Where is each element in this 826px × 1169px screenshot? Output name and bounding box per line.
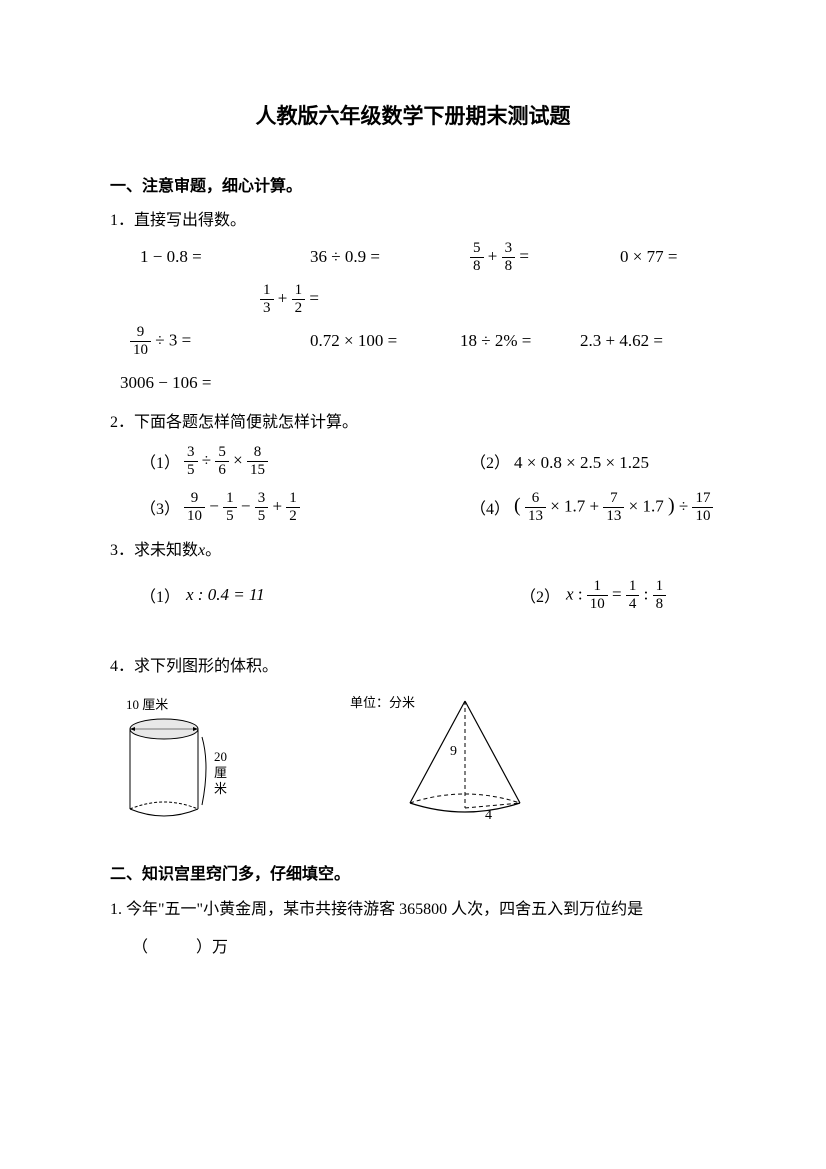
eq-1-1: 1 − 0.8 =: [140, 247, 310, 267]
svg-text:厘: 厘: [214, 765, 227, 780]
eq-row-4: 3006 − 106 =: [120, 366, 716, 400]
s2-q1-line2: （ ）万: [132, 932, 716, 964]
cone-svg: 单位：分米 9 4: [350, 695, 550, 825]
eq-1-4: 0 × 77 =: [620, 247, 677, 267]
q2-row-2: （3） 910 − 15 − 35 + 12 （4） ( 613 × 1.7 +…: [140, 490, 716, 524]
section-2-header: 二、知识宫里窍门多，仔细填空。: [110, 860, 716, 884]
eq-1-6: 910 ÷ 3 =: [130, 325, 310, 358]
q2-row-1: （1） 35 ÷ 56 × 815 （2） 4 × 0.8 × 2.5 × 1.…: [140, 444, 716, 478]
q3-eq-1: （1） x : 0.4 = 11: [140, 583, 520, 607]
eq-1-3: 58 + 38 =: [470, 241, 620, 274]
svg-text:单位：分米: 单位：分米: [350, 695, 415, 710]
eq-1-8: 18 ÷ 2% =: [460, 331, 580, 351]
svg-text:20: 20: [214, 749, 227, 764]
q3-label: 3．求未知数x。: [110, 536, 716, 560]
eq-1-10: 3006 − 106 =: [120, 373, 211, 393]
eq-row-1: 1 − 0.8 = 36 ÷ 0.9 = 58 + 38 = 0 × 77 =: [140, 240, 716, 274]
q1-label: 1．直接写出得数。: [110, 206, 716, 230]
page-title: 人教版六年级数学下册期末测试题: [110, 100, 716, 130]
eq-1-2: 36 ÷ 0.9 =: [310, 247, 470, 267]
eq-1-5: 13 + 12 =: [260, 283, 319, 316]
q4-label: 4．求下列图形的体积。: [110, 652, 716, 676]
cylinder-diameter-label: 10 厘米: [126, 694, 250, 713]
cylinder-svg: 20 厘 米: [120, 715, 250, 825]
figure-row: 10 厘米 20 厘 米 单位：分米: [120, 694, 716, 830]
cone-figure: 单位：分米 9 4: [350, 695, 550, 830]
page: 人教版六年级数学下册期末测试题 一、注意审题，细心计算。 1．直接写出得数。 1…: [0, 0, 826, 1024]
eq-row-3: 910 ÷ 3 = 0.72 × 100 = 18 ÷ 2% = 2.3 + 4…: [130, 324, 716, 358]
q3-row: （1） x : 0.4 = 11 （2） x : 110 = 14 : 18: [140, 578, 716, 612]
q2-eq-2: （2） 4 × 0.8 × 2.5 × 1.25: [470, 449, 649, 473]
q2-eq-1: （1） 35 ÷ 56 × 815: [140, 445, 470, 478]
section-1-header: 一、注意审题，细心计算。: [110, 172, 716, 196]
svg-text:米: 米: [214, 781, 227, 796]
svg-text:9: 9: [450, 744, 457, 759]
eq-1-7: 0.72 × 100 =: [310, 331, 460, 351]
eq-1-9: 2.3 + 4.62 =: [580, 331, 663, 351]
q2-eq-4: （4） ( 613 × 1.7 + 713 × 1.7 ) ÷ 1710: [470, 491, 713, 524]
s2-q1-line1: 1. 今年"五一"小黄金周，某市共接待游客 365800 人次，四舍五入到万位约…: [110, 894, 716, 926]
q2-eq-3: （3） 910 − 15 − 35 + 12: [140, 491, 470, 524]
svg-text:4: 4: [485, 808, 492, 823]
q2-label: 2．下面各题怎样简便就怎样计算。: [110, 408, 716, 432]
eq-row-2: 13 + 12 =: [140, 282, 716, 316]
q3-eq-2: （2） x : 110 = 14 : 18: [520, 579, 666, 612]
cylinder-figure: 10 厘米 20 厘 米: [120, 694, 250, 830]
